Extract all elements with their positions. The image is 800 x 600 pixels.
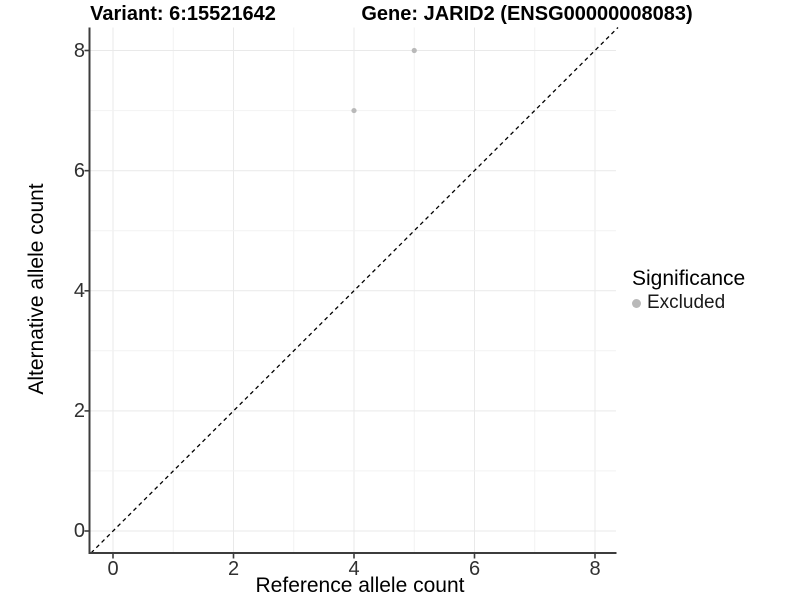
y-tick-label-0: 0 [73,520,85,542]
y-axis-ticks [84,49,90,532]
data-point [411,47,417,54]
legend-item-label: Excluded [647,292,726,313]
legend: Significance Excluded [632,266,745,314]
data-points [351,47,417,114]
x-tick-label-6: 6 [468,558,481,580]
x-tick-label-8: 8 [589,558,601,580]
y-axis-title: Alternative allele count [25,183,48,395]
y-tick-label-8: 8 [73,39,85,62]
plot-title-gene: Gene: JARID2 (ENSG00000008083) [361,3,693,25]
x-tick-label-4: 4 [348,558,360,580]
gridlines-vertical [112,27,596,553]
x-axis-ticks [112,553,596,559]
legend-item-excluded: Excluded [632,292,745,314]
legend-title: Significance [632,267,746,290]
y-tick-label-4: 4 [73,279,85,302]
x-tick-label-0: 0 [107,558,119,580]
data-point [351,107,357,114]
gridlines-horizontal [89,50,616,532]
x-tick-label-2: 2 [227,558,240,580]
x-axis-title: Reference allele count [255,574,465,597]
y-tick-label-2: 2 [73,399,85,422]
panel-background [89,27,616,553]
plot-title-variant: Variant: 6:15521642 [90,3,276,25]
excluded-point-icon [632,298,641,308]
y-tick-label-6: 6 [73,159,85,182]
